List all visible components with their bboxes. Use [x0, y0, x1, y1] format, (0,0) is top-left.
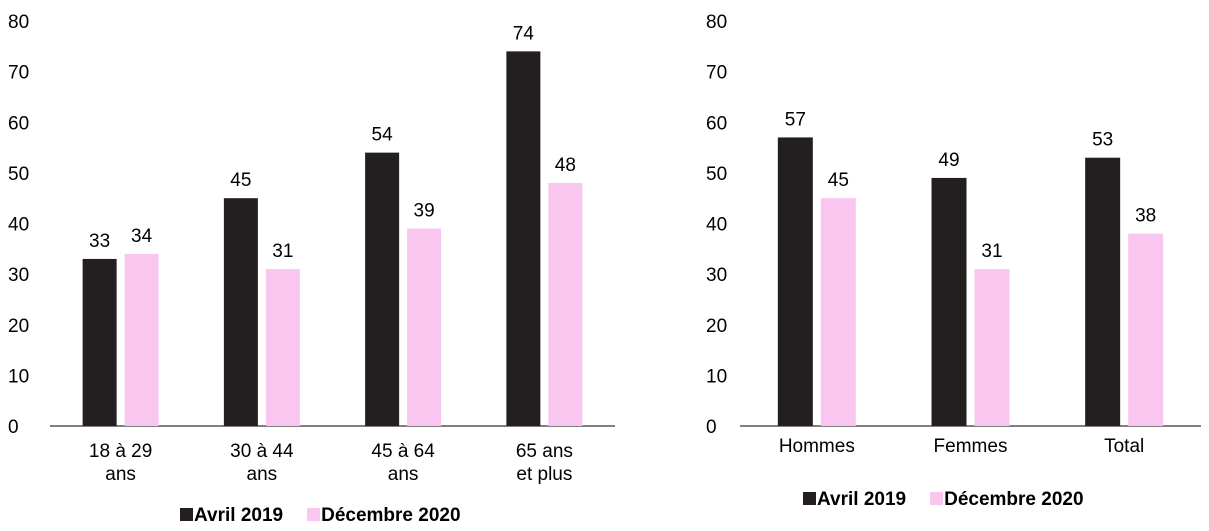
legend-swatch — [180, 508, 193, 521]
data-label: 31 — [981, 241, 1002, 262]
bar — [1085, 157, 1121, 426]
data-label: 33 — [89, 231, 110, 252]
data-label: 57 — [785, 109, 806, 130]
legend-label: Décembre 2020 — [944, 489, 1083, 510]
y-tick-label: 80 — [706, 12, 727, 33]
data-label: 34 — [131, 226, 153, 247]
x-tick-label: Total — [1104, 436, 1144, 457]
y-tick-label: 60 — [8, 113, 29, 134]
data-label: 53 — [1092, 130, 1113, 151]
data-label: 39 — [414, 201, 435, 222]
y-tick-label: 50 — [706, 164, 727, 185]
data-label: 45 — [828, 170, 849, 191]
y-tick-label: 50 — [8, 164, 29, 185]
y-tick-label: 70 — [706, 63, 727, 84]
x-tick-label: Femmes — [934, 436, 1008, 457]
legend-swatch — [930, 492, 944, 505]
x-tick-label: et plus — [516, 464, 572, 485]
data-label: 54 — [372, 125, 394, 146]
bar — [265, 269, 300, 426]
bar — [548, 183, 583, 426]
legend-swatch — [803, 492, 816, 505]
legend-label: Décembre 2020 — [321, 505, 460, 526]
bar — [974, 269, 1010, 426]
chart-2: 0 10 20 30 40 50 60 70 80 57 45 Hommes 49 31 Femmes 53 3… — [706, 12, 1201, 510]
legend-label: Avril 2019 — [194, 505, 283, 526]
bar — [1128, 233, 1164, 426]
y-tick-label: 80 — [8, 12, 29, 33]
y-tick-label: 20 — [706, 316, 727, 337]
bar — [365, 152, 400, 426]
x-tick-label: 45 à 64 — [371, 441, 435, 462]
y-tick-label: 10 — [706, 366, 727, 387]
data-label: 45 — [230, 170, 251, 191]
y-tick-label: 30 — [706, 265, 727, 286]
legend-label: Avril 2019 — [817, 489, 906, 510]
bar — [506, 51, 541, 426]
bar — [407, 228, 442, 426]
bar — [82, 258, 117, 426]
y-tick-label: 70 — [8, 63, 29, 84]
y-tick-label: 0 — [8, 417, 19, 438]
x-tick-label: ans — [388, 464, 419, 485]
x-tick-label: 18 à 29 — [89, 441, 152, 462]
x-tick-label: 65 ans — [516, 441, 573, 462]
data-label: 49 — [938, 150, 959, 171]
y-tick-label: 40 — [8, 215, 29, 236]
x-tick-label: ans — [105, 464, 136, 485]
data-label: 38 — [1135, 206, 1156, 227]
y-tick-label: 20 — [8, 316, 29, 337]
bar — [223, 198, 258, 426]
y-tick-label: 0 — [706, 417, 717, 438]
y-tick-label: 40 — [706, 215, 727, 236]
bar — [820, 198, 856, 426]
data-label: 74 — [513, 23, 535, 44]
x-tick-label: Hommes — [779, 436, 855, 457]
bar — [931, 177, 967, 426]
y-tick-label: 10 — [8, 366, 29, 387]
y-tick-label: 60 — [706, 113, 727, 134]
data-label: 48 — [555, 155, 576, 176]
data-label: 31 — [272, 241, 293, 262]
x-tick-label: 30 à 44 — [230, 441, 294, 462]
bar — [777, 137, 813, 426]
bar — [124, 253, 159, 426]
y-tick-label: 30 — [8, 265, 29, 286]
x-tick-label: ans — [247, 464, 278, 485]
legend-swatch — [307, 508, 321, 521]
